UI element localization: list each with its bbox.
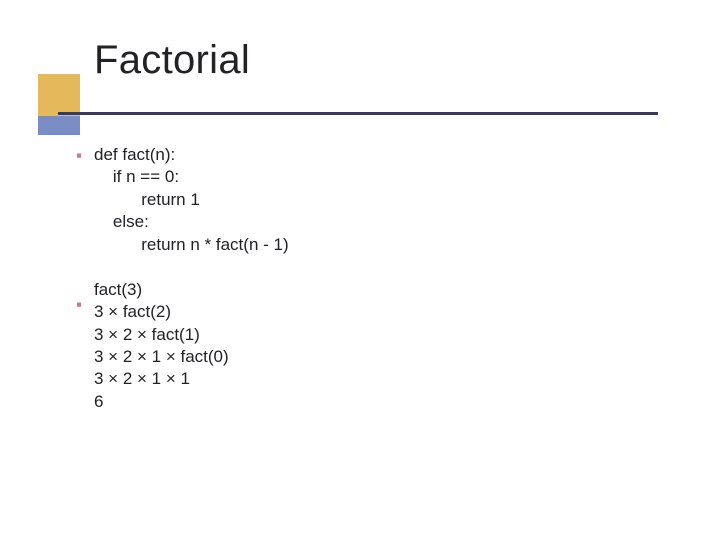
trace-block: fact(3) 3 × fact(2) 3 × 2 × fact(1) 3 × …: [94, 280, 229, 411]
bullet-icon: ▪: [76, 295, 82, 315]
accent-box: [38, 74, 80, 116]
title-rule: [58, 112, 658, 115]
bullet-icon: ▪: [76, 146, 82, 166]
slide-body: def fact(n): if n == 0: return 1 else: r…: [94, 144, 289, 413]
accent-bar: [38, 116, 80, 135]
slide-title: Factorial: [94, 38, 250, 83]
slide: Factorial ▪ ▪ def fact(n): if n == 0: re…: [0, 0, 720, 540]
code-block: def fact(n): if n == 0: return 1 else: r…: [94, 145, 289, 254]
